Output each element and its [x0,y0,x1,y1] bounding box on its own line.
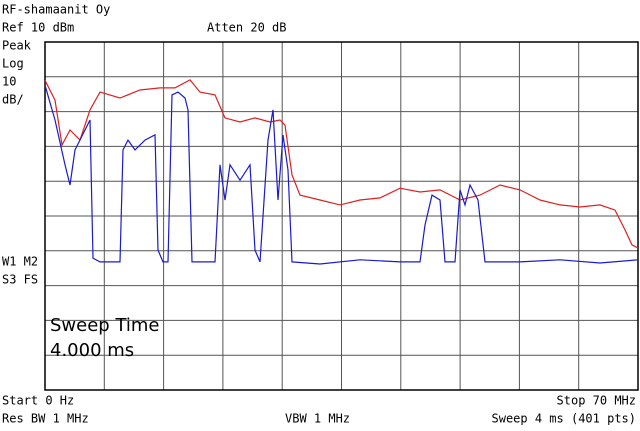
attenuation: Atten 20 dB [207,21,286,35]
annotation: 4.000 ms [50,340,134,361]
detector: Peak [2,39,32,53]
side-label: S3 FS [2,273,38,287]
trace [44,79,639,249]
start-freq: Start 0 Hz [2,394,74,408]
scale-unit: dB/ [2,93,24,107]
side-label: W1 M2 [2,255,38,269]
ref-level: Ref 10 dBm [2,21,74,35]
trace [44,85,639,265]
scale-type: Log [2,57,24,71]
stop-freq: Stop 70 MHz [557,394,636,408]
vbw: VBW 1 MHz [285,412,350,426]
sweep: Sweep 4 ms (401 pts) [492,412,637,426]
title: RF-shamaanit Oy [2,3,110,17]
graticule-frame [44,41,639,391]
scale-value: 10 [2,75,16,89]
annotation: Sweep Time [50,315,160,336]
res-bw: Res BW 1 MHz [2,412,89,426]
